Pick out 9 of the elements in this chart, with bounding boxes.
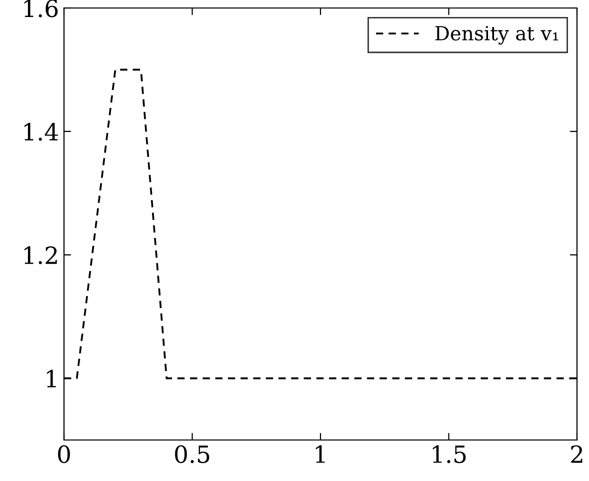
x-tick-label: 2: [571, 445, 582, 463]
x-tick-label: 1: [316, 445, 325, 463]
x-tick-label: 0.5: [175, 445, 210, 464]
x-tick-label: 0: [58, 445, 70, 464]
x-tick-label: 1.5: [432, 445, 466, 464]
y-tick-label: 1.2: [24, 246, 57, 264]
y-tick-label: 1: [47, 370, 56, 388]
legend-label: Density at v₁: [435, 26, 558, 45]
y-tick-label: 1.4: [24, 122, 58, 141]
